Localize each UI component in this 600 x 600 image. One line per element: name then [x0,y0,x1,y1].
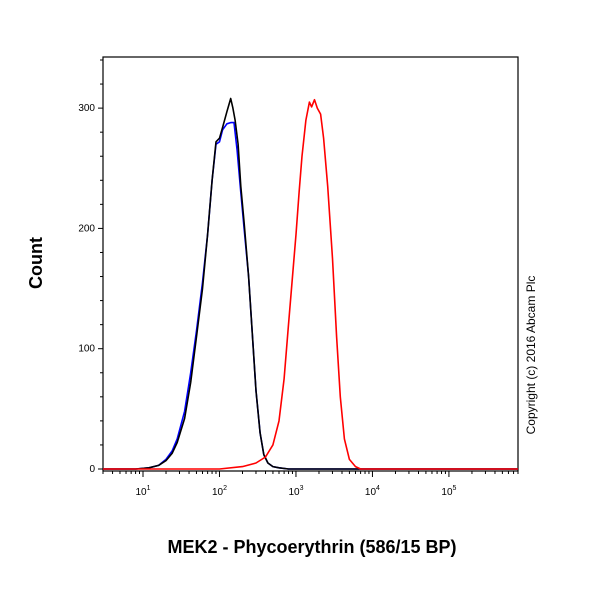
copyright-annotation: Copyright (c) 2016 Abcam Plc [524,276,538,435]
x-tick-exponent: 3 [300,485,304,492]
y-tick-label: 0 [89,464,95,475]
x-tick-label: 105 [441,485,456,498]
x-tick-exponent: 4 [376,485,380,492]
y-tick-label: 200 [78,223,95,234]
x-axis-label: MEK2 - Phycoerythrin (586/15 BP) [167,537,456,557]
histogram-series-3 [103,98,518,470]
x-axis: 101 102 103 104 105 [102,471,519,498]
y-tick-label: 100 [78,344,95,355]
x-tick-label: 104 [365,485,380,498]
y-axis: 0 100 200 300 [78,59,103,475]
x-tick-label: 102 [212,485,227,498]
series-layer [103,97,518,470]
plot-frame [102,56,519,472]
x-tick-label: 101 [135,485,150,498]
x-tick-exponent: 2 [223,485,227,492]
x-tick-exponent: 1 [147,485,151,492]
histogram-series-1 [103,121,518,470]
histogram-series-2 [103,97,518,470]
y-tick-label: 300 [78,103,95,114]
x-tick-exponent: 5 [453,485,457,492]
y-axis-label: Count [26,237,46,289]
x-tick-label: 103 [288,485,303,498]
